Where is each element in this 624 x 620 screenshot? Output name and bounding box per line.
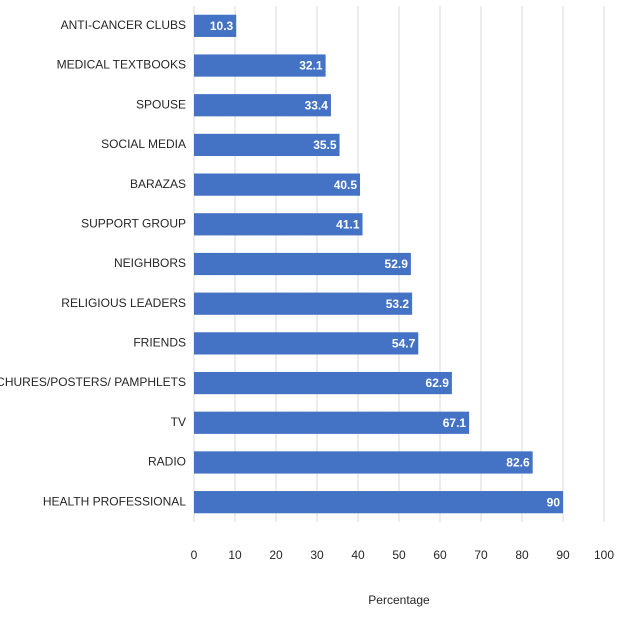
value-label: 53.2: [386, 297, 410, 311]
value-label: 62.9: [426, 376, 450, 390]
x-tick-label: 50: [392, 548, 406, 562]
bar: [194, 54, 326, 77]
y-tick-label: FRIENDS: [133, 336, 186, 350]
bar: [194, 451, 533, 474]
value-label: 35.5: [313, 138, 337, 152]
y-tick-label: SPOUSE: [136, 97, 186, 111]
y-tick-label: BRONCHURES/POSTERS/ PAMPHLETS: [0, 375, 186, 389]
x-tick-label: 80: [515, 548, 529, 562]
y-tick-label: HEALTH PROFESSIONAL: [43, 494, 186, 508]
bar: [194, 94, 331, 117]
x-tick-label: 70: [474, 548, 488, 562]
bar: [194, 491, 563, 514]
bar: [194, 252, 411, 276]
bar: [194, 371, 452, 395]
value-label: 52.9: [385, 257, 409, 271]
x-tick-label: 30: [310, 548, 324, 562]
x-tick-label: 60: [433, 548, 447, 562]
x-tick-label: 20: [269, 548, 283, 562]
y-tick-label: BARAZAS: [130, 177, 186, 191]
x-tick-label: 40: [351, 548, 365, 562]
x-tick-label: 90: [556, 548, 570, 562]
x-tick-label: 10: [228, 548, 242, 562]
bar: [194, 411, 470, 434]
value-label: 54.7: [392, 337, 416, 351]
bar: [194, 14, 237, 37]
value-label: 40.5: [334, 178, 358, 192]
value-label: 32.1: [299, 59, 323, 73]
value-label: 67.1: [443, 416, 467, 430]
y-tick-label: SUPPORT GROUP: [81, 216, 186, 230]
x-axis-title: Percentage: [368, 593, 430, 607]
bar: [194, 332, 419, 355]
value-label: 33.4: [305, 98, 329, 112]
x-tick-label: 100: [594, 548, 614, 562]
value-label: 82.6: [506, 456, 530, 470]
y-tick-label: NEIGHBORS: [114, 256, 186, 270]
y-tick-label: MEDICAL TEXTBOOKS: [57, 58, 186, 72]
bar: [194, 213, 363, 236]
x-tick-label: 0: [191, 548, 198, 562]
bar: [194, 173, 361, 196]
value-label: 41.1: [336, 217, 360, 231]
bar: [194, 133, 340, 157]
y-tick-label: ANTI-CANCER CLUBS: [61, 18, 186, 32]
value-label: 90: [547, 495, 561, 509]
y-tick-label: TV: [171, 415, 186, 429]
value-label: 10.3: [210, 19, 234, 33]
y-tick-label: RADIO: [148, 455, 186, 469]
bar: [194, 292, 413, 315]
y-tick-label: SOCIAL MEDIA: [101, 137, 186, 151]
y-tick-label: RELIGIOUS LEADERS: [61, 296, 186, 310]
